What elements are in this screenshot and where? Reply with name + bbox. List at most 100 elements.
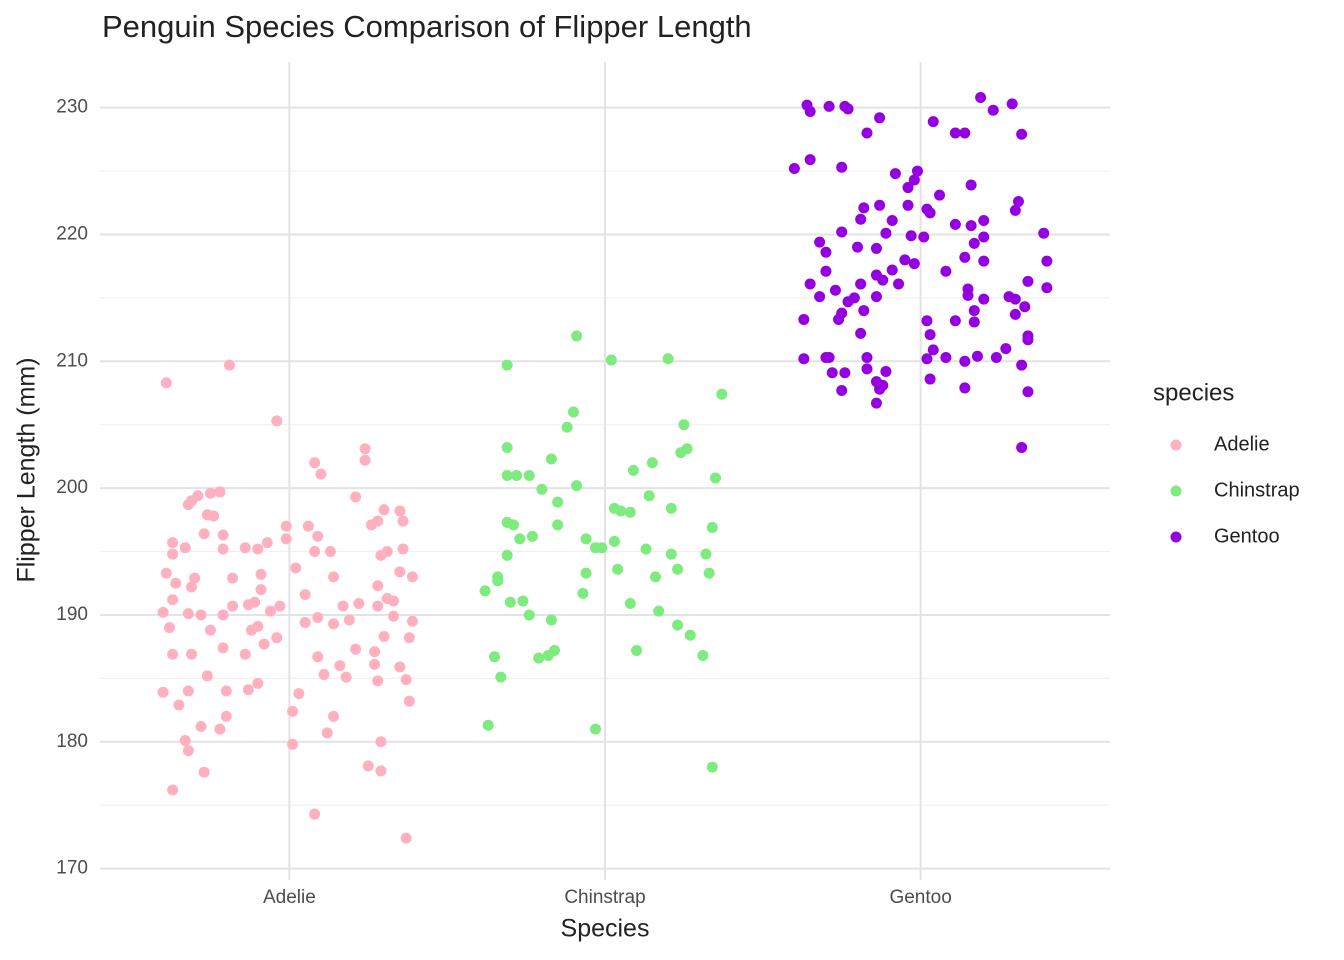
- point: [189, 572, 201, 584]
- point: [1009, 204, 1021, 216]
- point: [959, 127, 971, 139]
- point: [624, 506, 636, 518]
- point: [375, 736, 387, 748]
- x-tick-label: Gentoo: [889, 887, 951, 908]
- point: [1022, 334, 1034, 346]
- point: [403, 695, 415, 707]
- point: [1016, 128, 1028, 140]
- point: [684, 629, 696, 641]
- point: [1012, 196, 1024, 208]
- point: [823, 351, 835, 363]
- point: [343, 614, 355, 626]
- point: [170, 577, 182, 589]
- point: [507, 519, 519, 531]
- point: [328, 710, 340, 722]
- legend-title: species: [1153, 379, 1234, 406]
- point: [861, 363, 873, 375]
- y-tick-label: 210: [56, 350, 88, 371]
- point: [1022, 386, 1034, 398]
- point: [650, 571, 661, 583]
- point: [514, 533, 526, 545]
- point: [590, 723, 602, 735]
- point: [280, 520, 292, 532]
- point: [312, 530, 324, 542]
- point: [874, 383, 886, 395]
- point: [397, 515, 409, 527]
- points: [157, 92, 1053, 844]
- point: [927, 116, 939, 128]
- point: [489, 651, 501, 663]
- point: [227, 600, 239, 612]
- point: [820, 265, 832, 277]
- point: [388, 610, 400, 622]
- point: [978, 255, 990, 267]
- point: [839, 367, 851, 379]
- point: [334, 660, 346, 672]
- point: [665, 502, 677, 514]
- point: [924, 373, 936, 385]
- point: [908, 174, 920, 186]
- point: [362, 760, 374, 772]
- legend-marker: [1170, 531, 1182, 543]
- point: [561, 421, 573, 433]
- point: [675, 447, 687, 459]
- point: [924, 329, 936, 341]
- point: [672, 563, 684, 575]
- point: [1041, 282, 1053, 294]
- point: [798, 313, 810, 325]
- point: [227, 572, 239, 584]
- point: [962, 289, 974, 301]
- point: [703, 567, 715, 579]
- point: [536, 483, 548, 495]
- point: [198, 528, 210, 540]
- point: [545, 453, 557, 465]
- point: [848, 292, 860, 304]
- point: [631, 644, 643, 656]
- point: [359, 443, 371, 455]
- point: [706, 521, 718, 533]
- point: [798, 353, 810, 365]
- point: [605, 354, 617, 366]
- point: [861, 351, 873, 363]
- point: [290, 562, 302, 574]
- point: [249, 596, 261, 608]
- point: [186, 648, 198, 660]
- point: [1019, 301, 1031, 313]
- point: [842, 103, 854, 115]
- point: [978, 293, 990, 305]
- point: [372, 580, 384, 592]
- point: [167, 537, 179, 549]
- point: [328, 618, 340, 630]
- point: [400, 674, 412, 686]
- point: [836, 384, 848, 396]
- point: [312, 651, 324, 663]
- point: [369, 646, 381, 658]
- point: [179, 542, 191, 554]
- point: [804, 278, 816, 290]
- point: [255, 584, 267, 596]
- point: [627, 464, 639, 476]
- point: [1022, 275, 1034, 287]
- point: [406, 571, 418, 583]
- point: [501, 359, 513, 371]
- grid: 170 180 190 200 210 220 230 Adelie Chinstrap Gent…: [56, 62, 1110, 908]
- point: [302, 520, 314, 532]
- point: [911, 165, 923, 177]
- point: [653, 605, 665, 617]
- point: [167, 784, 179, 796]
- point: [223, 359, 235, 371]
- point: [523, 609, 535, 621]
- point: [870, 291, 882, 303]
- y-tick-label: 180: [56, 731, 88, 752]
- point: [706, 761, 718, 773]
- point: [242, 684, 254, 696]
- point: [397, 543, 409, 555]
- point: [495, 671, 507, 683]
- point: [965, 179, 977, 191]
- point: [274, 600, 286, 612]
- point: [160, 567, 172, 579]
- point: [924, 207, 936, 219]
- point: [934, 189, 946, 201]
- point: [852, 241, 863, 253]
- point: [836, 161, 848, 173]
